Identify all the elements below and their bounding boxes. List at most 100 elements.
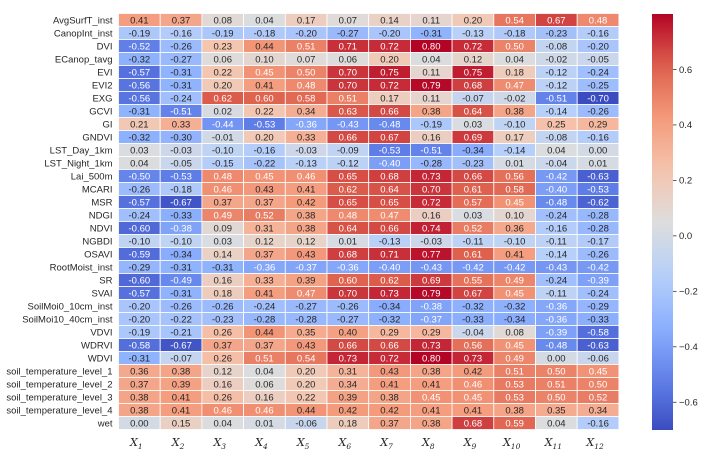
cell-value-label: 0.43 [380,366,399,377]
cell-value-label: -0.57 [129,67,151,78]
cell-value-label: -0.26 [170,301,192,312]
colorbar-gradient [652,14,673,430]
cell-value-label: 0.09 [214,223,233,234]
column-label-base: X [129,436,139,449]
cell-value-label: 0.37 [255,197,274,208]
cell-value-label: -0.24 [546,210,568,221]
cell-value-label: 0.45 [505,340,524,351]
cell-value-label: 0.41 [422,379,441,390]
cell-value-label: -0.36 [254,262,276,273]
cell-value-label: 0.66 [380,340,399,351]
cell-value-label: 0.80 [422,353,441,364]
cell-value-label: 0.57 [464,197,483,208]
cell-value-label: -0.11 [546,236,567,247]
cell-value-label: 0.73 [339,353,358,364]
cell-value-label: -0.63 [587,340,609,351]
cell-value-label: 0.46 [255,405,274,416]
column-label: X9 [463,436,477,451]
row-label: SVAI [92,288,113,299]
cell-value-label: 0.37 [130,379,149,390]
column-label-subscript: 9 [471,442,476,451]
cell-value-label: -0.42 [504,262,526,273]
cell-value-label: 0.70 [339,67,358,78]
row-label: soil_temperature_level_4 [6,405,112,416]
cell-value-label: 0.20 [464,15,483,26]
cell-value-label: -0.26 [587,249,609,260]
cell-value-label: -0.26 [587,106,609,117]
cell-value-label: 0.54 [505,15,524,26]
cell-value-label: 0.12 [255,236,274,247]
colorbar-tick-label: −0.2 [679,287,698,298]
cell-value-label: 0.00 [589,145,608,156]
cell-value-label: -0.22 [254,158,276,169]
cell-value-label: -0.51 [170,106,192,117]
cell-value-label: 0.47 [380,210,399,221]
cell-value-label: -0.26 [212,301,234,312]
cell-value-label: -0.19 [212,28,234,39]
column-label: X10 [502,436,521,451]
cell-value-label: 0.41 [255,288,274,299]
cell-value-label: 0.06 [255,379,274,390]
cell-value-label: -0.34 [462,145,484,156]
cell-value-label: 0.37 [380,418,399,429]
cell-value-label: -0.12 [546,67,568,78]
cell-value-label: 0.17 [297,15,316,26]
cell-value-label: 0.72 [380,353,399,364]
cell-value-label: 0.49 [214,210,233,221]
cell-value-label: -0.67 [170,197,192,208]
cell-value-label: 0.04 [422,54,441,65]
cell-value-label: 0.44 [255,327,274,338]
cell-value-label: 0.20 [214,80,233,91]
cell-value-label: 0.80 [422,41,441,52]
cell-value-label: 0.06 [339,54,358,65]
cell-value-label: 0.41 [422,405,441,416]
cell-value-label: -0.19 [129,327,151,338]
cell-value-label: 0.33 [297,132,316,143]
cell-value-label: -0.30 [170,132,192,143]
column-label-subscript: 7 [388,442,393,451]
cell-value-label: -0.28 [295,314,317,325]
cell-value-label: 0.38 [172,366,191,377]
cell-value-label: 0.58 [505,184,524,195]
cell-value-label: 0.16 [255,392,274,403]
cell-value-label: 0.65 [380,197,399,208]
cell-value-label: 0.44 [255,41,274,52]
cell-value-label: -0.62 [587,197,609,208]
cell-value-label: 0.41 [380,379,399,390]
cell-value-label: -0.12 [546,80,568,91]
cell-value-label: 0.71 [380,249,399,260]
column-label-base: X [212,436,222,449]
cell-value-label: 0.68 [380,171,399,182]
cell-value-label: 0.75 [464,67,483,78]
cell-value-label: 0.67 [380,132,399,143]
cell-value-label: 0.33 [172,119,191,130]
cell-value-label: 0.73 [464,353,483,364]
cell-value-label: -0.50 [129,171,151,182]
cell-value-label: 0.25 [547,119,566,130]
cell-value-label: -0.42 [587,262,609,273]
cell-value-label: -0.53 [254,119,276,130]
cell-value-label: 0.50 [547,392,566,403]
cell-value-label: 0.37 [214,340,233,351]
row-label: soil_temperature_level_2 [6,379,112,390]
cell-value-label: 0.39 [172,379,191,390]
cell-value-label: 0.45 [422,392,441,403]
cell-value-label: -0.14 [546,249,568,260]
column-label-base: X [296,436,306,449]
cell-value-label: 0.62 [380,275,399,286]
cell-value-label: -0.10 [504,236,526,247]
cell-value-label: 0.12 [297,236,316,247]
cell-value-label: 0.12 [464,54,483,65]
cell-value-label: 0.39 [339,392,358,403]
cell-value-label: 0.01 [589,158,608,169]
column-label: X5 [296,436,310,451]
cell-value-label: -0.20 [129,301,151,312]
cell-value-label: 0.16 [214,275,233,286]
column-label-subscript: 3 [221,442,226,451]
column-label: X2 [171,436,185,451]
cell-value-label: 0.77 [422,249,441,260]
cell-value-label: 0.52 [589,392,608,403]
column-label-base: X [254,436,264,449]
row-label: LST_Night_1km [44,158,112,169]
